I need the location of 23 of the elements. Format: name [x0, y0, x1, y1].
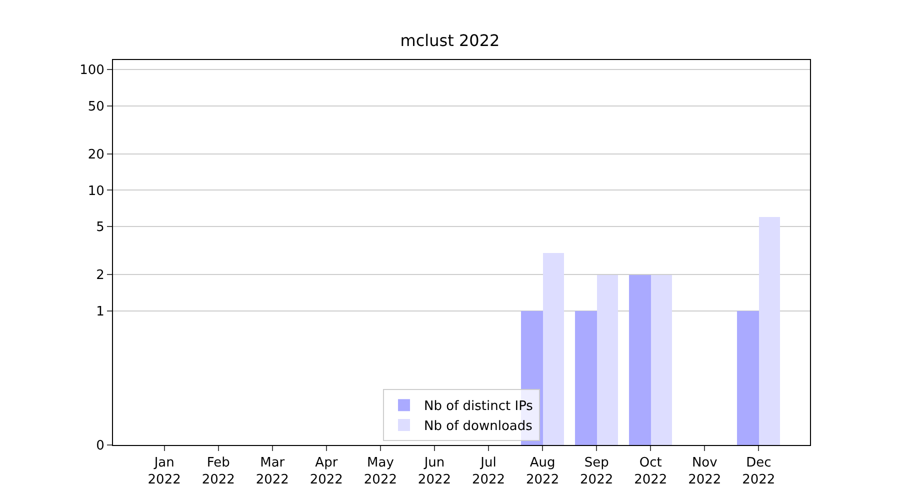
x-tick-label: Jul 2022 [472, 456, 506, 488]
chart-title: mclust 2022 [400, 31, 500, 50]
y-tick-label: 5 [96, 220, 104, 236]
y-tick-label: 20 [88, 147, 104, 162]
x-tick-label: Mar 2022 [256, 456, 289, 488]
x-tick-label: May 2022 [364, 456, 397, 488]
y-tick-label: 100 [80, 63, 104, 78]
x-tick-label: Feb 2022 [202, 456, 235, 488]
x-tick-label: Jan 2022 [148, 456, 181, 488]
x-tick-label: Apr 2022 [310, 456, 343, 488]
y-tick-label: 1 [96, 304, 104, 320]
y-tick-label: 2 [96, 268, 104, 284]
x-tick-label: Sep 2022 [580, 456, 614, 488]
x-tick-label: Oct 2022 [634, 456, 668, 488]
legend-label: Nb of distinct IPs [424, 399, 534, 414]
y-tick-label: 10 [88, 184, 104, 199]
y-tick-label: 0 [96, 438, 104, 454]
y-tick-label: 50 [88, 99, 104, 114]
x-tick-label: Jun 2022 [418, 456, 452, 488]
x-tick-label: Dec 2022 [742, 456, 776, 488]
x-tick-label: Aug 2022 [526, 456, 560, 488]
x-tick-label: Nov 2022 [688, 456, 722, 488]
legend-label: Nb of downloads [424, 419, 533, 434]
